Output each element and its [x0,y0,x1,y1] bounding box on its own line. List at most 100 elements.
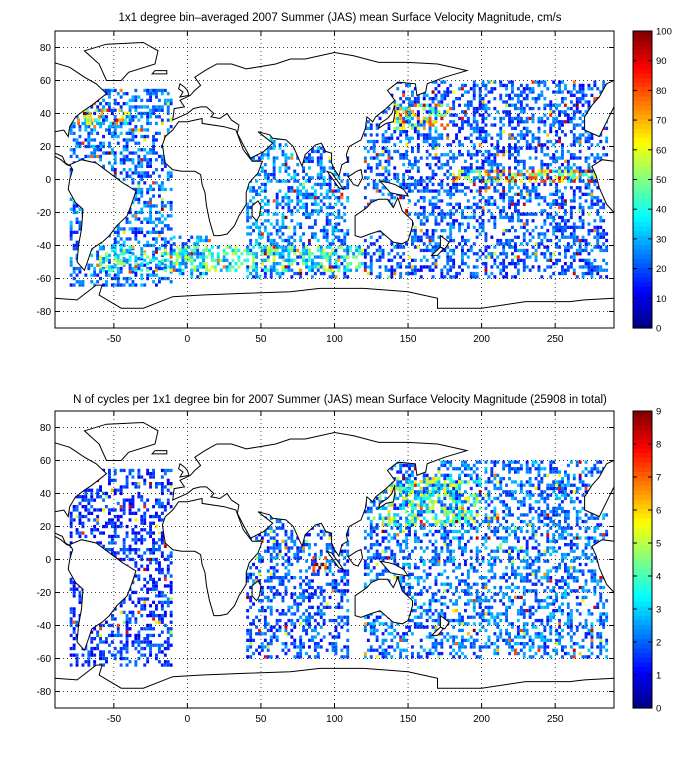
data-cell [116,134,120,139]
data-cell [334,258,338,262]
data-cell [202,262,205,266]
data-cell [496,205,500,210]
data-cell [472,116,476,121]
data-cell [118,108,122,112]
data-cell [93,528,97,532]
data-cell [93,518,97,522]
data-cell [119,521,123,525]
data-cell [266,172,270,177]
data-cell [102,105,105,109]
data-cell [222,255,226,259]
data-cell [160,118,164,122]
data-cell [481,130,485,134]
data-cell [140,564,144,568]
data-cell [243,258,247,262]
data-cell [478,133,482,137]
data-cell [455,97,458,101]
data-cell [452,265,456,269]
data-cell [131,118,135,122]
data-cell [534,189,538,193]
data-cell [96,528,100,532]
data-cell [543,153,547,157]
data-cell [155,181,158,185]
data-cell [266,232,270,236]
data-cell [102,257,105,261]
data-cell [108,88,111,93]
data-cell [311,202,314,206]
data-cell [399,113,403,117]
data-cell [458,126,461,130]
data-cell [502,166,506,170]
data-cell [578,90,582,94]
data-cell [446,159,450,163]
data-cell [163,237,167,241]
data-cell [234,248,238,253]
data-cell [422,116,426,121]
data-cell [472,196,476,200]
data-cell [549,176,553,180]
data-cell [511,176,514,180]
data-cell [305,159,308,163]
data-cell [516,172,520,177]
data-cell [160,258,164,262]
data-cell [422,126,426,130]
data-cell [131,548,135,552]
data-cell [496,166,500,170]
data-cell [466,205,470,210]
data-cell [575,176,579,180]
data-cell [475,120,479,124]
data-cell [599,232,603,236]
data-cell [593,219,597,223]
data-cell [110,131,114,135]
colorbar-segment [633,184,652,190]
data-cell [125,650,129,654]
data-cell [234,252,238,256]
data-cell [131,158,135,162]
data-cell [378,172,382,177]
data-cell [208,252,211,256]
data-cell [325,255,329,259]
data-cell [122,498,126,502]
data-cell [343,275,347,279]
data-cell [319,182,323,187]
data-cell [552,192,556,196]
data-cell [128,633,132,638]
data-cell [96,250,100,254]
data-cell [169,125,173,129]
data-cell [552,225,556,229]
data-cell [72,151,76,155]
data-cell [134,105,138,109]
data-cell [440,153,444,157]
data-cell [131,266,135,271]
data-cell [484,130,488,134]
data-cell [587,176,591,180]
data-cell [119,245,123,249]
data-cell [199,262,203,266]
data-cell [143,567,147,572]
data-cell [496,169,500,173]
data-cell [561,219,564,223]
data-cell [481,80,485,84]
data-cell [399,182,403,187]
data-cell [508,149,511,154]
data-cell [569,100,573,104]
data-cell [505,179,508,183]
data-cell [72,518,76,522]
data-cell [413,225,417,229]
data-cell [561,146,564,150]
data-cell [572,83,576,88]
data-cell [249,271,253,276]
data-cell [514,242,517,246]
data-cell [464,159,467,163]
y-tick-label: -60 [37,274,52,285]
data-cell [258,232,261,236]
data-cell [481,120,485,124]
data-cell [93,151,97,155]
data-cell [331,275,335,279]
data-cell [137,531,141,535]
data-cell [378,159,382,163]
data-cell [69,580,73,585]
data-cell [143,200,147,205]
data-cell [578,110,582,114]
data-cell [493,258,497,262]
